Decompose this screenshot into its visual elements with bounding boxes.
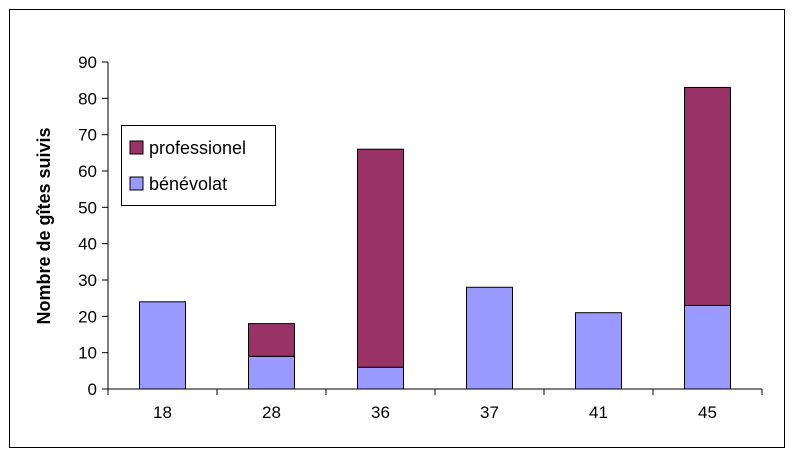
bar-benevolat-41 [575,312,622,390]
y-tick-label: 50 [78,198,97,217]
legend-box [121,125,276,206]
x-tick-label: 41 [589,403,608,422]
bar-professionel-45 [684,86,731,306]
bar-benevolat-45 [684,304,731,390]
y-tick-label: 80 [78,89,97,108]
bar-benevolat-36 [357,366,404,390]
bar-benevolat-18 [139,301,186,390]
y-tick-label: 0 [88,380,97,399]
y-tick-label: 20 [78,307,97,326]
legend-swatch-professionel [129,140,144,155]
x-tick-label: 37 [480,403,499,422]
x-tick-label: 36 [371,403,390,422]
legend-label-benevolat: bénévolat [149,174,227,194]
x-tick-label: 45 [698,403,717,422]
legend: professionel bénévolat [121,125,276,206]
y-tick-label: 40 [78,235,97,254]
bar-professionel-28 [248,323,295,357]
bar-benevolat-28 [248,355,295,390]
bar-professionel-36 [357,148,404,368]
legend-label-professionel: professionel [149,138,246,158]
x-tick-label: 28 [262,403,281,422]
y-axis-title: Nombre de gîtes suivis [34,127,54,324]
x-tick-label: 18 [153,403,172,422]
y-tick-label: 70 [78,126,97,145]
y-tick-label: 10 [78,344,97,363]
y-tick-label: 30 [78,271,97,290]
legend-swatch-benevolat [129,176,144,191]
bar-benevolat-37 [466,286,513,390]
y-tick-label: 90 [78,53,97,72]
y-tick-label: 60 [78,162,97,181]
